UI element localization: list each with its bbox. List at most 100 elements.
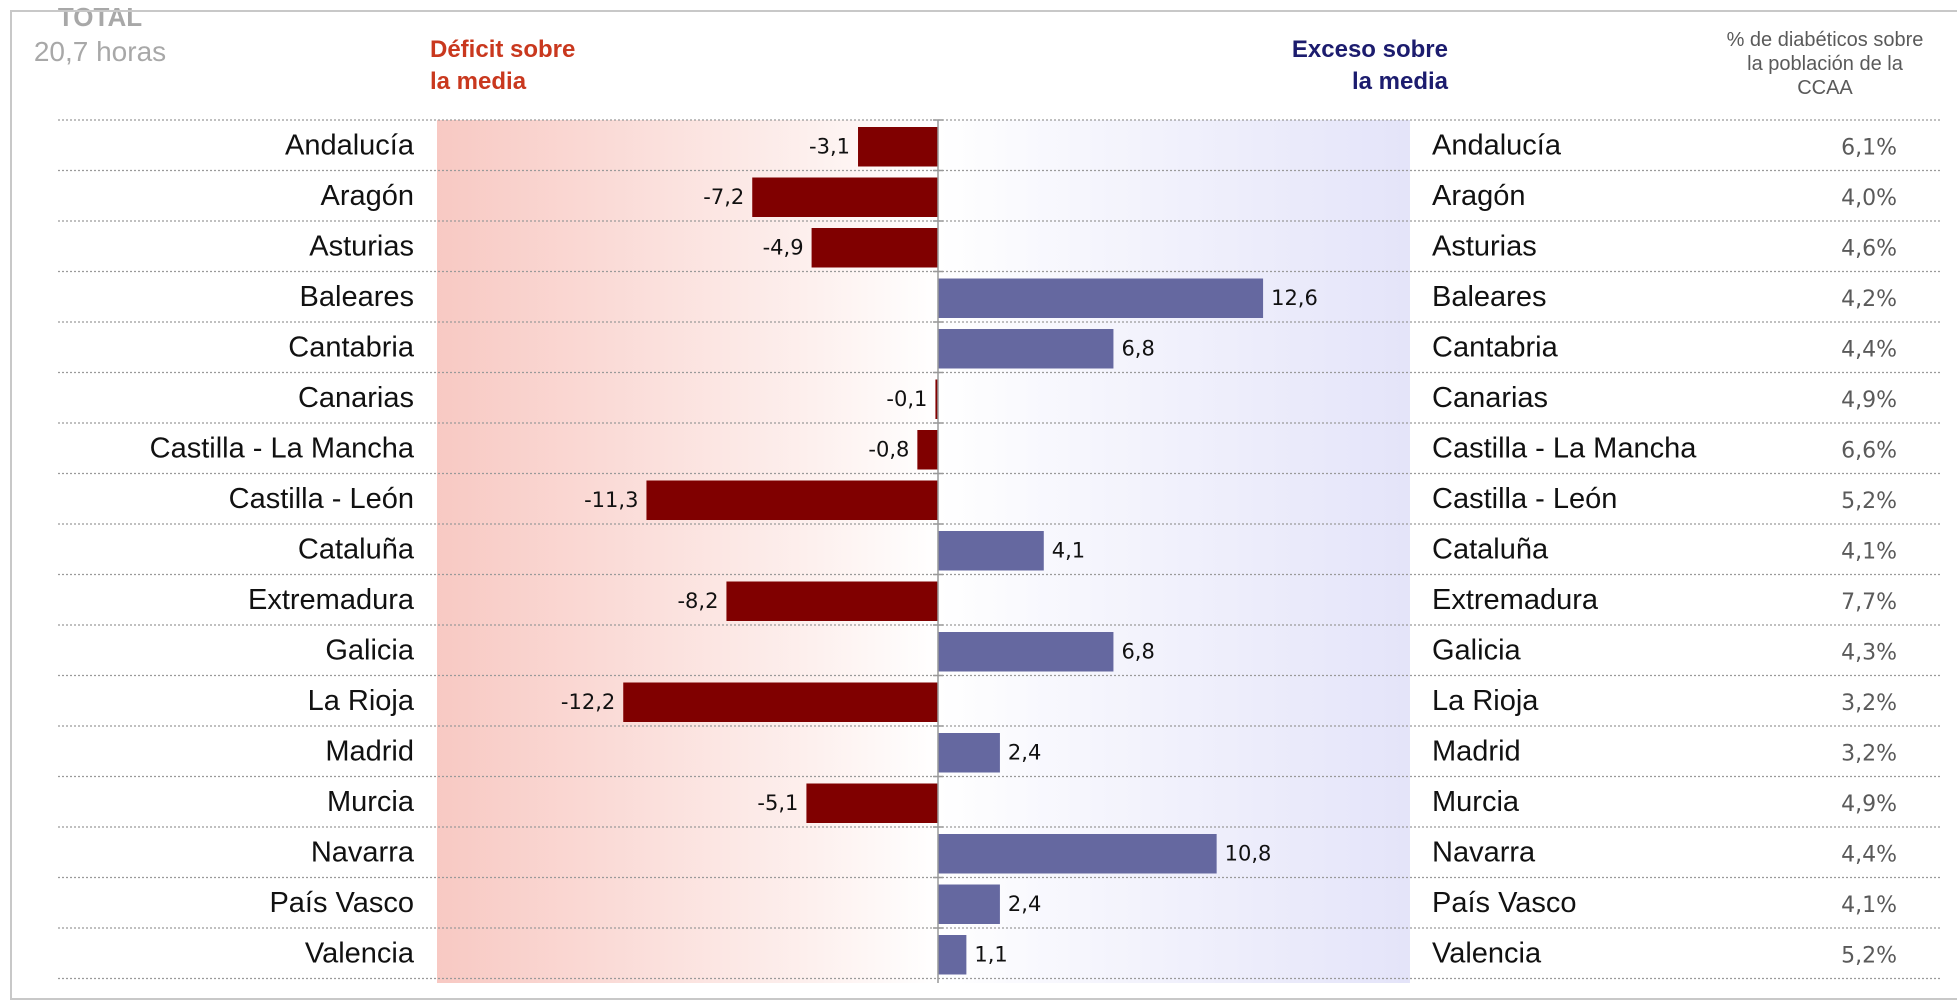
bar [752, 177, 938, 217]
pct-diabeticos-value: 3,2% [1841, 691, 1897, 716]
deficit-header: Déficit sobre la media [430, 34, 575, 98]
bar-value-label: -0,8 [868, 437, 909, 461]
bar [646, 480, 938, 520]
pct-diabeticos-value: 3,2% [1841, 741, 1897, 766]
total-title: TOTAL [57, 2, 143, 32]
deficit-header-line1: Déficit sobre [430, 36, 576, 63]
bar-value-label: 6,8 [1121, 639, 1154, 663]
region-label-left: Andalucía [285, 129, 415, 161]
pct-header-line1: % de diabéticos sobre [1726, 29, 1924, 51]
bar-value-label: -5,1 [757, 791, 798, 815]
pct-diabeticos-value: 5,2% [1841, 943, 1897, 968]
bar-value-label: -0,1 [886, 387, 927, 411]
bar [938, 632, 1114, 672]
bar [938, 834, 1217, 874]
exceso-header-line1: Exceso sobre [1291, 36, 1448, 63]
pct-diabeticos-value: 4,1% [1841, 893, 1897, 918]
pct-diabeticos-value: 6,6% [1841, 438, 1897, 463]
total-value: 20,7 horas [33, 36, 167, 67]
exceso-header: Exceso sobre la media [1230, 34, 1448, 98]
pct-diabeticos-value: 4,4% [1841, 842, 1897, 867]
pct-diabeticos-value: 4,1% [1841, 539, 1897, 564]
bar [938, 531, 1044, 571]
region-label-right: Madrid [1432, 735, 1521, 767]
bar [858, 127, 938, 167]
bar [938, 733, 1000, 773]
region-label-left: Valencia [305, 937, 415, 969]
pct-diabeticos-value: 4,2% [1841, 287, 1897, 312]
pct-diabeticos-value: 4,3% [1841, 640, 1897, 665]
region-label-right: Murcia [1432, 786, 1520, 818]
region-label-right: Canarias [1432, 382, 1548, 414]
region-label-left: Castilla - La Mancha [150, 432, 415, 464]
region-label-left: Galicia [325, 634, 415, 666]
region-label-right: Asturias [1432, 230, 1537, 262]
region-label-left: Cataluña [298, 533, 415, 565]
bar [938, 935, 967, 975]
bar [623, 682, 938, 722]
pct-diabeticos-value: 4,4% [1841, 337, 1897, 362]
region-label-right: Castilla - León [1432, 483, 1617, 515]
region-label-left: Castilla - León [229, 483, 414, 515]
bar [935, 379, 938, 419]
deficit-header-line2: la media [430, 68, 527, 95]
region-label-left: Canarias [298, 382, 414, 414]
exceso-header-line2: la media [1351, 68, 1448, 95]
bar-value-label: 6,8 [1121, 336, 1154, 360]
region-label-left: La Rioja [308, 685, 415, 717]
region-label-left: Navarra [311, 836, 415, 868]
bar [938, 329, 1114, 369]
region-label-right: Baleares [1432, 281, 1546, 313]
region-label-right: Galicia [1432, 634, 1522, 666]
pct-diabeticos-value: 4,9% [1841, 388, 1897, 413]
bar-value-label: -4,9 [763, 235, 804, 259]
bar-value-label: 12,6 [1271, 286, 1318, 310]
pct-diabeticos-value: 7,7% [1841, 590, 1897, 615]
bar [726, 581, 938, 621]
region-label-left: Asturias [309, 230, 414, 262]
region-label-left: Aragón [320, 180, 414, 212]
region-label-left: Cantabria [288, 331, 415, 363]
pct-column-header: % de diabéticos sobre la población de la… [1690, 28, 1957, 100]
pct-diabeticos-value: 4,6% [1841, 236, 1897, 261]
region-label-right: País Vasco [1432, 887, 1577, 919]
region-label-left: Murcia [327, 786, 415, 818]
region-label-right: Navarra [1432, 836, 1536, 868]
bar-value-label: -7,2 [703, 185, 744, 209]
region-label-left: Extremadura [248, 584, 415, 616]
bar-value-label: 4,1 [1052, 538, 1085, 562]
region-label-right: Castilla - La Mancha [1432, 432, 1697, 464]
row-labels: -3,1 Andalucía Andalucía 6,1% -7,2 Aragón Arag… [150, 129, 1897, 969]
bar-value-label: 10,8 [1225, 841, 1272, 865]
region-label-right: La Rioja [1432, 685, 1539, 717]
bars [623, 127, 1264, 975]
bar-value-label: -12,2 [561, 690, 615, 714]
pct-diabeticos-value: 6,1% [1841, 135, 1897, 160]
bar-value-label: 1,1 [974, 942, 1007, 966]
pct-header-line2: la población de la [1747, 53, 1903, 75]
bar-value-label: -3,1 [809, 134, 850, 158]
region-label-right: Andalucía [1432, 129, 1562, 161]
gridlines [58, 119, 1940, 980]
region-label-right: Extremadura [1432, 584, 1599, 616]
bar [938, 884, 1000, 924]
region-label-left: País Vasco [269, 887, 414, 919]
pct-diabeticos-value: 5,2% [1841, 489, 1897, 514]
pct-diabeticos-value: 4,0% [1841, 186, 1897, 211]
region-label-right: Aragón [1432, 180, 1526, 212]
region-label-left: Baleares [300, 281, 414, 313]
bar [938, 278, 1264, 318]
bar-value-label: 2,4 [1008, 892, 1041, 916]
bar-value-label: -8,2 [677, 589, 718, 613]
pct-diabeticos-value: 4,9% [1841, 792, 1897, 817]
region-label-left: Madrid [325, 735, 414, 767]
region-label-right: Cataluña [1432, 533, 1549, 565]
region-label-right: Cantabria [1432, 331, 1559, 363]
bar [806, 783, 938, 823]
region-label-right: Valencia [1432, 937, 1542, 969]
bar-value-label: -11,3 [584, 488, 638, 512]
bar [917, 430, 938, 470]
bar [811, 228, 938, 268]
center-axis [933, 119, 943, 983]
